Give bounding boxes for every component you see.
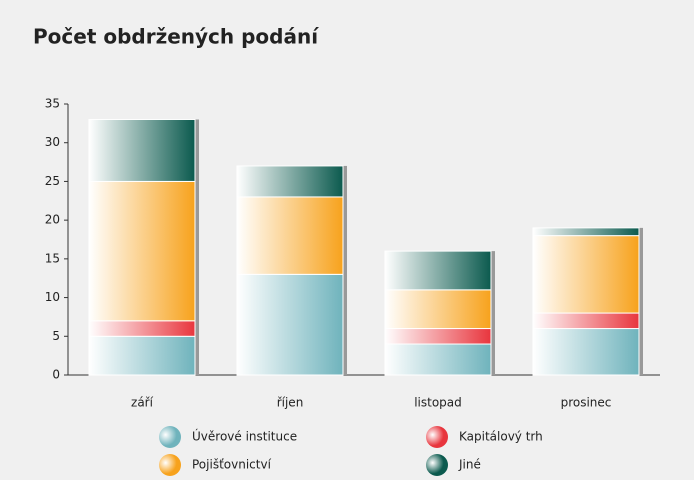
bar-segment bbox=[384, 250, 492, 291]
bar-segment bbox=[88, 180, 196, 322]
y-tick-label: 35 bbox=[45, 97, 60, 111]
y-tick-label: 5 bbox=[52, 329, 60, 343]
bar-segment bbox=[384, 328, 492, 345]
bar-shadow bbox=[195, 119, 199, 375]
legend-label: Jiné bbox=[458, 458, 481, 472]
legend-label: Úvěrové instituce bbox=[192, 429, 297, 444]
chart-title: Počet obdržených podání bbox=[33, 25, 319, 49]
bar-segment bbox=[532, 227, 640, 237]
bar-segment bbox=[532, 235, 640, 314]
x-tick-label: prosinec bbox=[561, 396, 612, 410]
bar-shadow bbox=[343, 165, 347, 375]
bar-segment bbox=[384, 289, 492, 330]
bar-segment bbox=[236, 273, 344, 376]
bar-shadow bbox=[491, 251, 495, 375]
bar-segment bbox=[88, 320, 196, 337]
x-tick-label: říjen bbox=[277, 396, 304, 410]
y-tick-label: 30 bbox=[45, 135, 60, 149]
bar-shadow bbox=[639, 227, 643, 375]
bar-segment bbox=[532, 312, 640, 330]
bar-segment bbox=[236, 196, 344, 275]
y-tick-label: 10 bbox=[45, 290, 60, 304]
y-tick-label: 15 bbox=[45, 251, 60, 265]
legend-swatch bbox=[426, 426, 448, 448]
legend-swatch bbox=[159, 426, 181, 448]
y-tick-label: 20 bbox=[45, 213, 60, 227]
bar-segment bbox=[532, 328, 640, 376]
bar-segment bbox=[88, 335, 196, 376]
bar-segment bbox=[384, 343, 492, 376]
bar-segment bbox=[236, 165, 344, 198]
legend-label: Pojišťovnictví bbox=[192, 458, 272, 472]
y-tick-label: 25 bbox=[45, 174, 60, 188]
x-tick-label: září bbox=[131, 396, 154, 410]
bar-segment bbox=[88, 118, 196, 182]
legend-swatch bbox=[159, 454, 181, 476]
x-tick-label: listopad bbox=[414, 396, 462, 410]
legend-label: Kapitálový trh bbox=[459, 430, 543, 444]
legend-swatch bbox=[426, 454, 448, 476]
y-tick-label: 0 bbox=[52, 368, 60, 382]
